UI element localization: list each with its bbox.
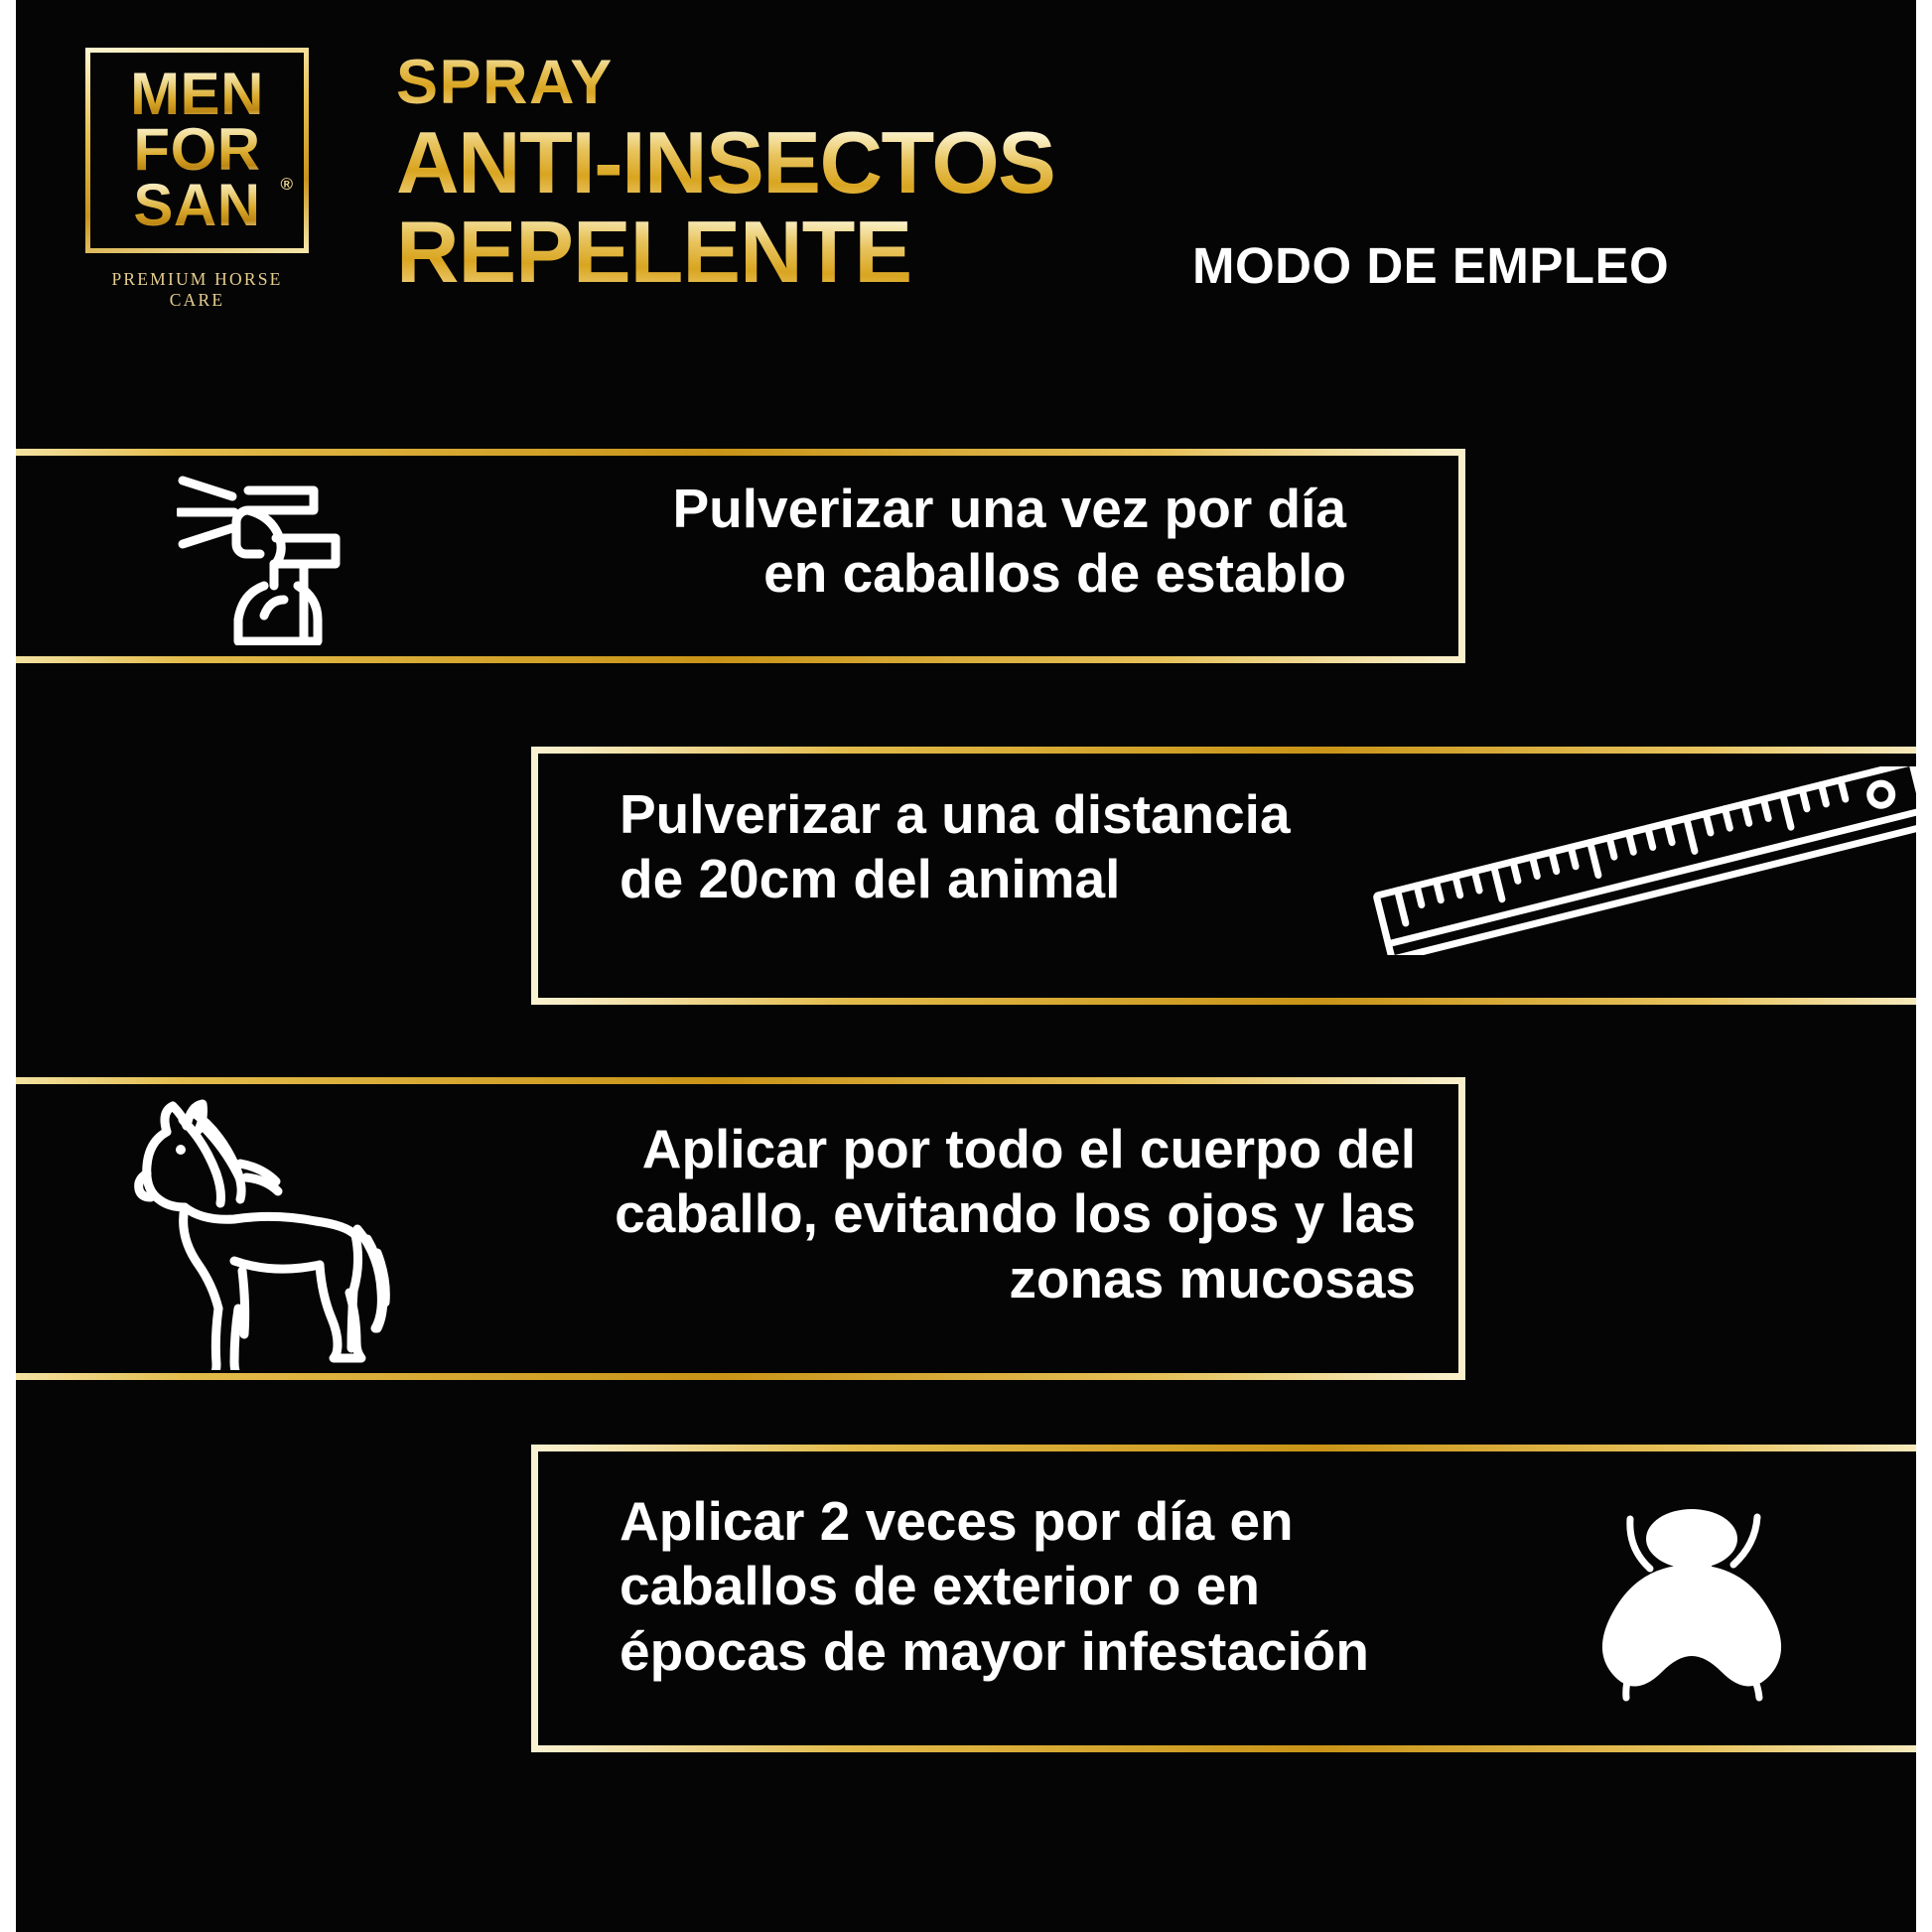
horse-icon <box>107 1082 395 1383</box>
brand-logo: MEN FOR SAN ® PREMIUM HORSE CARE <box>85 48 309 311</box>
spray-bottle-icon <box>174 467 375 646</box>
ruler-icon <box>1354 759 1916 963</box>
header: MEN FOR SAN ® PREMIUM HORSE CARE SPRAY A… <box>16 0 1916 347</box>
step-4-text: Aplicar 2 veces por día en caballos de e… <box>620 1490 1369 1682</box>
title-line-1: ANTI-INSECTOS <box>396 113 1056 211</box>
poster-canvas: MEN FOR SAN ® PREMIUM HORSE CARE SPRAY A… <box>16 0 1916 1932</box>
section-title: MODO DE EMPLEO <box>1192 237 1670 294</box>
title-line-2: REPELENTE <box>396 207 1054 297</box>
title-eyebrow: SPRAY <box>396 52 1054 114</box>
fly-icon <box>1575 1499 1848 1727</box>
step-1-text: Pulverizar una vez por día en caballos d… <box>672 478 1346 605</box>
brand-tagline: PREMIUM HORSE CARE <box>111 269 283 311</box>
step-3-box <box>16 1077 1465 1380</box>
step-2-text: Pulverizar a una distancia de 20cm del a… <box>620 783 1291 910</box>
title-block: SPRAY ANTI-INSECTOS REPELENTE <box>396 52 1056 297</box>
step-2-box <box>531 747 1916 1005</box>
logo-box: MEN FOR SAN ® <box>85 48 309 254</box>
step-3-text: Aplicar por todo el cuerpo del caballo, … <box>615 1118 1416 1310</box>
logo-line-men: MEN <box>102 65 292 124</box>
registered-trademark-icon: ® <box>280 175 293 194</box>
logo-line-san: SAN <box>102 175 292 234</box>
step-1-box <box>16 449 1465 663</box>
logo-line-for: FOR <box>102 119 292 179</box>
